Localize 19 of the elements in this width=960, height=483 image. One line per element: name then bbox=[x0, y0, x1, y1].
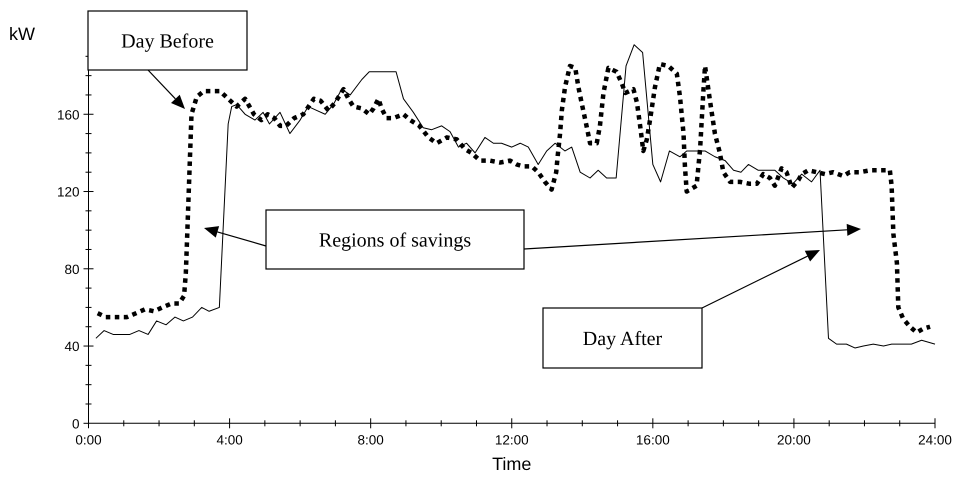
text-box: Day Before bbox=[87, 10, 248, 71]
x-tick-label: 0:00 bbox=[75, 432, 102, 448]
text-box: Day After bbox=[542, 307, 703, 369]
series-label: Day Before bbox=[121, 30, 214, 52]
y-tick-label: 120 bbox=[56, 184, 80, 200]
y-tick-label: 40 bbox=[64, 339, 80, 354]
x-tick-label: 12:00 bbox=[494, 432, 529, 448]
x-axis-title: Time bbox=[492, 454, 532, 474]
x-tick-label: 8:00 bbox=[358, 432, 384, 448]
x-tick-label: 4:00 bbox=[216, 432, 243, 448]
x-tick-label: 24:00 bbox=[918, 432, 952, 448]
text-box: Regions of savings bbox=[265, 209, 525, 270]
y-tick-label: 0 bbox=[72, 416, 80, 432]
y-tick-label: 160 bbox=[56, 107, 80, 122]
x-tick-label: 16:00 bbox=[636, 432, 670, 448]
y-tick-label: 80 bbox=[64, 262, 80, 277]
y-axis-title: kW bbox=[9, 24, 35, 44]
x-tick-label: 20:00 bbox=[777, 432, 811, 448]
annotation: Regions of savings bbox=[318, 230, 472, 252]
